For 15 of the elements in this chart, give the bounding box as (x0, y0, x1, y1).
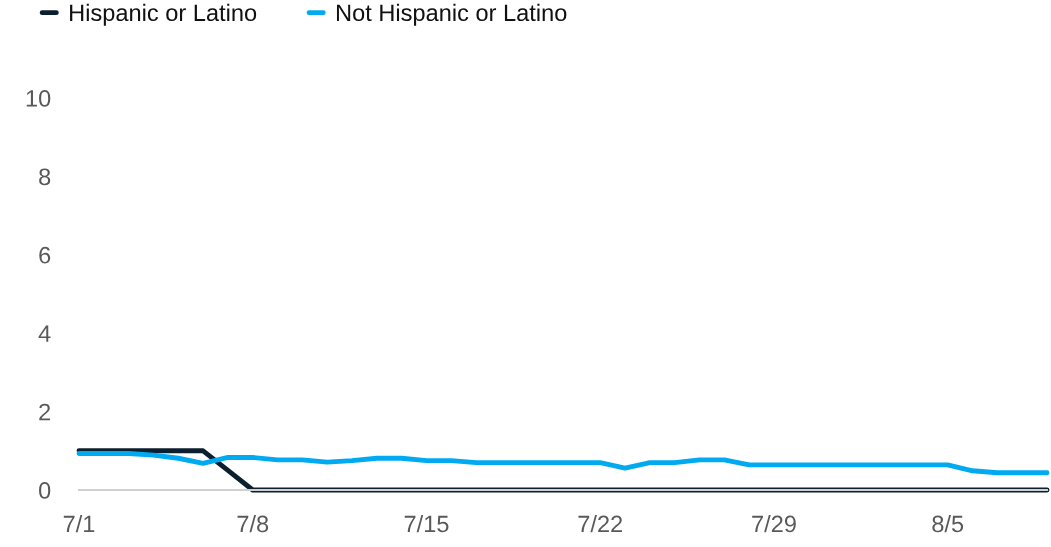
x-tick-label: 7/15 (404, 515, 449, 533)
x-tick-label: 7/29 (752, 515, 796, 533)
y-tick-label: 4 (38, 325, 51, 342)
x-tick-label: 7/8 (237, 515, 269, 533)
legend-label: Hispanic or Latino (70, 3, 257, 26)
y-tick-label: 8 (39, 168, 51, 186)
x-tick-label: 7/22 (578, 515, 623, 533)
line-series (76, 451, 1050, 476)
y-tick-label: 6 (39, 246, 51, 264)
y-tick-label: 2 (39, 403, 51, 421)
legend-label: Not Hispanic or Latino (336, 3, 567, 26)
y-tick-label: 0 (39, 482, 51, 499)
y-tick-label: 10 (26, 90, 51, 107)
x-tick-label: 7/1 (63, 515, 95, 533)
x-tick-label: 8/5 (932, 515, 964, 533)
